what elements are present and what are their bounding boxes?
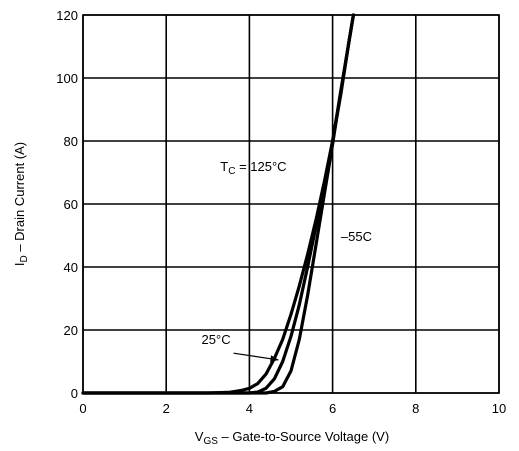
y-tick-label: 100 [56,71,78,86]
annotation-3: 25°C [202,332,231,347]
y-tick-label: 40 [64,260,78,275]
y-tick-label: 20 [64,323,78,338]
y-axis-label: ID – Drain Current (A) [12,142,30,266]
curves [81,13,355,395]
x-tick-labels: 0 2 4 6 8 10 [79,401,506,416]
x-tick-label: 6 [329,401,336,416]
annotation-arrow-head [270,355,279,363]
x-tick-label: 2 [163,401,170,416]
x-tick-label: 0 [79,401,86,416]
y-tick-label: 0 [71,386,78,401]
annotation-2: –55C [341,229,372,244]
plot-frame [82,14,500,394]
x-tick-label: 4 [246,401,253,416]
x-tick-label: 8 [412,401,419,416]
y-tick-label: 80 [64,134,78,149]
x-tick-label: 10 [492,401,506,416]
series-line-3 [81,13,355,395]
y-tick-label: 60 [64,197,78,212]
y-tick-label: 120 [56,8,78,23]
x-axis-label: VGS – Gate-to-Source Voltage (V) [195,429,389,447]
annotation-1: TC = 125°C [220,159,286,177]
annotations: TC = 125°C –55C 25°C [202,159,372,363]
y-tick-labels: 0 20 40 60 80 100 120 [56,8,78,401]
